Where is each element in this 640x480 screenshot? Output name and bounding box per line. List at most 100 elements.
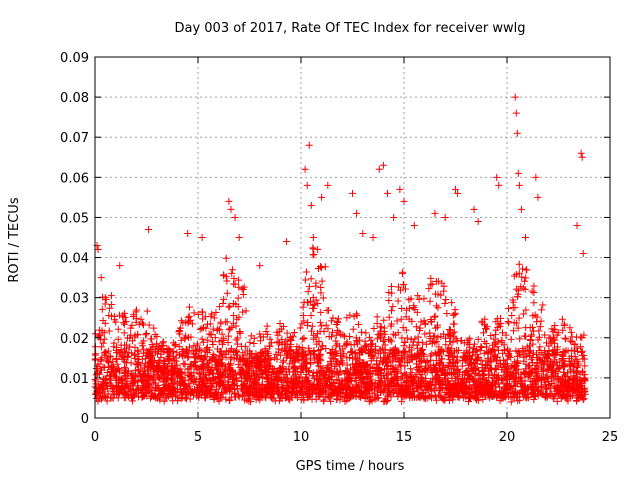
data-point bbox=[105, 327, 113, 335]
data-point bbox=[564, 369, 572, 377]
data-point bbox=[265, 380, 273, 388]
data-point bbox=[193, 347, 201, 355]
data-point bbox=[484, 354, 492, 362]
data-point bbox=[221, 382, 229, 390]
data-point bbox=[208, 310, 216, 318]
data-point bbox=[499, 329, 507, 337]
data-point bbox=[577, 343, 585, 351]
data-point bbox=[459, 371, 467, 379]
data-point-outlier bbox=[116, 262, 124, 270]
data-point bbox=[185, 303, 193, 311]
data-point bbox=[522, 365, 530, 373]
data-point bbox=[459, 382, 467, 390]
data-point bbox=[538, 306, 546, 314]
data-point bbox=[137, 361, 145, 369]
data-point bbox=[514, 293, 522, 301]
data-point bbox=[191, 358, 199, 366]
data-point-outlier bbox=[97, 274, 105, 282]
data-point bbox=[572, 356, 580, 364]
data-point bbox=[410, 302, 418, 310]
data-point bbox=[308, 322, 316, 330]
data-point bbox=[374, 350, 382, 358]
data-point bbox=[554, 329, 562, 337]
data-point bbox=[364, 349, 372, 357]
data-point bbox=[331, 383, 339, 391]
data-point bbox=[101, 379, 109, 387]
data-point-outlier bbox=[400, 197, 408, 205]
data-point bbox=[230, 312, 238, 320]
data-point bbox=[422, 374, 430, 382]
data-point bbox=[179, 350, 187, 358]
data-point bbox=[422, 366, 430, 374]
data-point bbox=[491, 380, 499, 388]
data-point bbox=[282, 338, 290, 346]
data-point bbox=[202, 324, 210, 332]
data-point bbox=[157, 353, 165, 361]
data-point bbox=[555, 376, 563, 384]
data-point bbox=[290, 329, 298, 337]
data-point bbox=[386, 336, 394, 344]
data-point bbox=[487, 332, 495, 340]
data-point bbox=[198, 354, 206, 362]
data-point bbox=[473, 351, 481, 359]
data-point bbox=[274, 390, 282, 398]
data-point bbox=[177, 324, 185, 332]
data-point bbox=[559, 351, 567, 359]
data-point bbox=[315, 393, 323, 401]
data-point bbox=[237, 342, 245, 350]
data-point bbox=[241, 351, 249, 359]
data-point bbox=[339, 352, 347, 360]
data-point bbox=[276, 327, 284, 335]
data-point bbox=[399, 268, 407, 276]
data-point bbox=[296, 324, 304, 332]
data-point bbox=[519, 368, 527, 376]
data-point bbox=[178, 389, 186, 397]
data-point bbox=[222, 353, 230, 361]
data-point bbox=[197, 347, 205, 355]
data-point bbox=[234, 360, 242, 368]
data-point bbox=[258, 374, 266, 382]
data-point bbox=[564, 376, 572, 384]
data-point bbox=[163, 384, 171, 392]
data-point bbox=[460, 389, 468, 397]
data-point-outlier bbox=[101, 294, 109, 302]
data-point bbox=[171, 364, 179, 372]
data-point bbox=[230, 348, 238, 356]
data-point bbox=[344, 384, 352, 392]
data-point bbox=[468, 392, 476, 400]
data-point bbox=[317, 308, 325, 316]
data-point bbox=[275, 367, 283, 375]
data-point bbox=[526, 324, 534, 332]
data-point bbox=[275, 374, 283, 382]
data-point bbox=[241, 382, 249, 390]
data-point bbox=[458, 362, 466, 370]
data-point bbox=[302, 268, 310, 276]
data-point-outlier bbox=[359, 229, 367, 237]
data-point bbox=[285, 350, 293, 358]
data-point bbox=[145, 321, 153, 329]
data-point bbox=[181, 394, 189, 402]
data-point bbox=[537, 317, 545, 325]
data-point bbox=[450, 320, 458, 328]
data-point bbox=[205, 330, 213, 338]
data-point bbox=[411, 335, 419, 343]
data-point bbox=[466, 335, 474, 343]
data-point-outlier bbox=[474, 217, 482, 225]
data-point bbox=[305, 283, 313, 291]
data-point bbox=[374, 391, 382, 399]
data-point bbox=[549, 347, 557, 355]
data-point bbox=[113, 373, 121, 381]
data-point bbox=[164, 349, 172, 357]
data-point-outlier bbox=[305, 141, 313, 149]
data-point bbox=[149, 372, 157, 380]
data-point bbox=[205, 346, 213, 354]
data-point bbox=[120, 347, 128, 355]
data-point bbox=[105, 311, 113, 319]
data-point bbox=[316, 319, 324, 327]
data-point bbox=[161, 357, 169, 365]
data-point bbox=[304, 288, 312, 296]
data-point bbox=[327, 333, 335, 341]
data-point bbox=[270, 369, 278, 377]
data-point bbox=[314, 245, 322, 253]
data-point bbox=[503, 355, 511, 363]
